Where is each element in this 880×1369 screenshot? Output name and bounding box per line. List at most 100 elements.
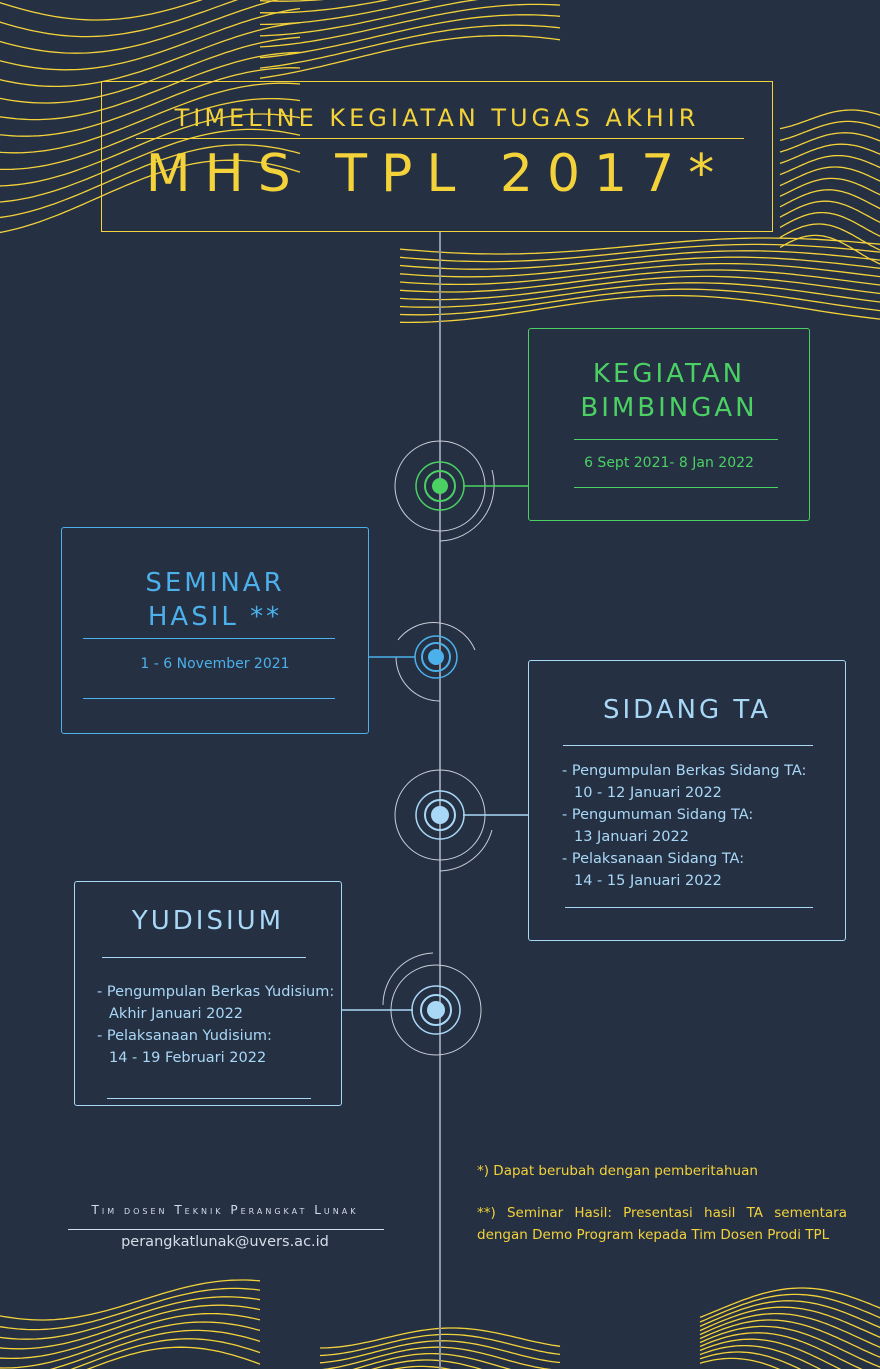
- card-sidang: SIDANG TA - Pengumpulan Berkas Sidang TA…: [528, 660, 846, 941]
- footer-team: Tim dosen Teknik Perangkat Lunak: [91, 1203, 359, 1217]
- card-bimbingan: KEGIATAN BIMBINGAN 6 Sept 2021- 8 Jan 20…: [528, 328, 810, 521]
- card-bimbingan-dates: 6 Sept 2021- 8 Jan 2022: [584, 455, 754, 471]
- topographic-line: [0, 97, 301, 171]
- list-item-date: 10 - 12 Januari 2022: [574, 785, 722, 801]
- card-yudisium-title: YUDISIUM: [131, 906, 285, 936]
- title-divider: [136, 138, 744, 139]
- card-seminar-title-line1: SEMINAR: [145, 568, 285, 598]
- divider: [83, 698, 335, 699]
- topographic-line: [699, 1312, 880, 1349]
- list-item-date: 14 - 15 Januari 2022: [574, 873, 722, 889]
- list-item-date: 13 Januari 2022: [574, 829, 689, 845]
- divider: [574, 439, 778, 440]
- topographic-line: [0, 144, 301, 219]
- list-item-label: - Pengumuman Sidang TA:: [562, 807, 754, 823]
- topographic-line: [699, 1325, 880, 1368]
- topographic-line: [0, 1304, 261, 1350]
- topographic-line: [779, 154, 880, 176]
- card-seminar-dates: 1 - 6 November 2021: [140, 656, 290, 672]
- topographic-line: [259, 0, 479, 37]
- topographic-line: [699, 1287, 880, 1319]
- timeline-node-bimbingan: [394, 440, 549, 542]
- footer-divider: [68, 1229, 384, 1230]
- divider: [83, 638, 335, 639]
- topographic-line: [699, 1357, 781, 1369]
- card-bimbingan-title: KEGIATAN BIMBINGAN: [529, 357, 809, 425]
- topographic-line: [0, 7, 301, 71]
- topographic-line: [399, 275, 880, 301]
- divider: [565, 907, 813, 908]
- topographic-line: [399, 256, 880, 278]
- topographic-line: [0, 1287, 261, 1331]
- topographic-line: [70, 1338, 261, 1369]
- note-1: *) Dapat berubah dengan pemberitahuan: [477, 1163, 758, 1179]
- card-bimbingan-title-line1: KEGIATAN: [592, 359, 746, 389]
- topographic-line: [0, 1321, 261, 1369]
- topographic-line: [0, 159, 301, 234]
- topographic-line: [0, 51, 301, 121]
- topographic-line: [0, 0, 239, 38]
- timeline-node-yudisium: [306, 952, 482, 1056]
- list-item-label: - Pelaksanaan Sidang TA:: [562, 851, 745, 867]
- topographic-line: [399, 269, 880, 293]
- topographic-line: [779, 189, 880, 210]
- divider: [102, 957, 306, 958]
- topographic-line: [259, 34, 561, 79]
- card-seminar-title: SEMINAR HASIL **: [62, 566, 368, 634]
- topographic-line: [779, 211, 880, 237]
- topographic-line: [0, 67, 301, 137]
- card-yudisium: YUDISIUM - Pengumpulan Berkas Yudisium: …: [74, 881, 342, 1106]
- topographic-line: [779, 143, 880, 165]
- topographic-line: [699, 1344, 822, 1369]
- footer-email[interactable]: perangkatlunak@uvers.ac.id: [121, 1234, 329, 1250]
- title-box: TIMELINE KEGIATAN TUGAS AKHIR MHS TPL 20…: [101, 81, 773, 232]
- divider: [107, 1098, 311, 1099]
- note-2: **) Seminar Hasil: Presentasi hasil TA s…: [477, 1205, 847, 1243]
- topographic-line: [779, 120, 880, 142]
- topographic-line: [399, 243, 880, 263]
- list-item-label: - Pengumpulan Berkas Sidang TA:: [562, 763, 807, 779]
- topographic-line: [259, 0, 325, 2]
- topographic-line: [399, 237, 880, 255]
- topographic-line: [0, 1312, 261, 1360]
- card-seminar-title-line2: HASIL **: [147, 602, 283, 632]
- topographic-line: [699, 1300, 880, 1329]
- topographic-line: [699, 1338, 842, 1369]
- topographic-line: [399, 282, 880, 308]
- topographic-line: [399, 250, 880, 270]
- topographic-line: [779, 109, 880, 130]
- list-item-label: - Pelaksanaan Yudisium:: [97, 1028, 272, 1044]
- topographic-line: [260, 0, 432, 26]
- topographic-line: [699, 1306, 880, 1339]
- list-item-date: Akhir Januari 2022: [109, 1006, 244, 1022]
- topographic-line: [0, 0, 279, 54]
- card-bimbingan-title-line2: BIMBINGAN: [580, 393, 758, 423]
- list-item-date: 14 - 19 Februari 2022: [109, 1050, 267, 1066]
- page-title: MHS TPL 2017*: [145, 144, 729, 204]
- topographic-line: [699, 1319, 880, 1358]
- page-subtitle: TIMELINE KEGIATAN TUGAS AKHIR: [174, 104, 700, 132]
- topographic-line: [0, 1296, 261, 1340]
- topographic-line: [0, 128, 301, 203]
- topographic-line: [0, 0, 203, 21]
- topographic-line: [779, 132, 880, 153]
- topographic-line: [779, 177, 880, 197]
- topographic-line: [399, 262, 880, 286]
- list-item-label: - Pengumpulan Berkas Yudisium:: [97, 984, 335, 1000]
- topographic-line: [86, 1346, 261, 1369]
- topographic-line: [259, 3, 561, 48]
- card-yudisium-list: - Pengumpulan Berkas Yudisium: Akhir Jan…: [97, 981, 334, 1069]
- topographic-line: [699, 1293, 880, 1323]
- topographic-line: [0, 82, 301, 154]
- topographic-line: [399, 288, 880, 316]
- card-seminar: SEMINAR HASIL ** 1 - 6 November 2021: [61, 527, 369, 734]
- topographic-line: [699, 1351, 802, 1369]
- card-sidang-title: SIDANG TA: [602, 695, 772, 725]
- topographic-line: [399, 294, 880, 324]
- topographic-line: [49, 1329, 261, 1369]
- topographic-line: [0, 113, 301, 187]
- topographic-line: [0, 22, 301, 88]
- topographic-line: [259, 24, 561, 69]
